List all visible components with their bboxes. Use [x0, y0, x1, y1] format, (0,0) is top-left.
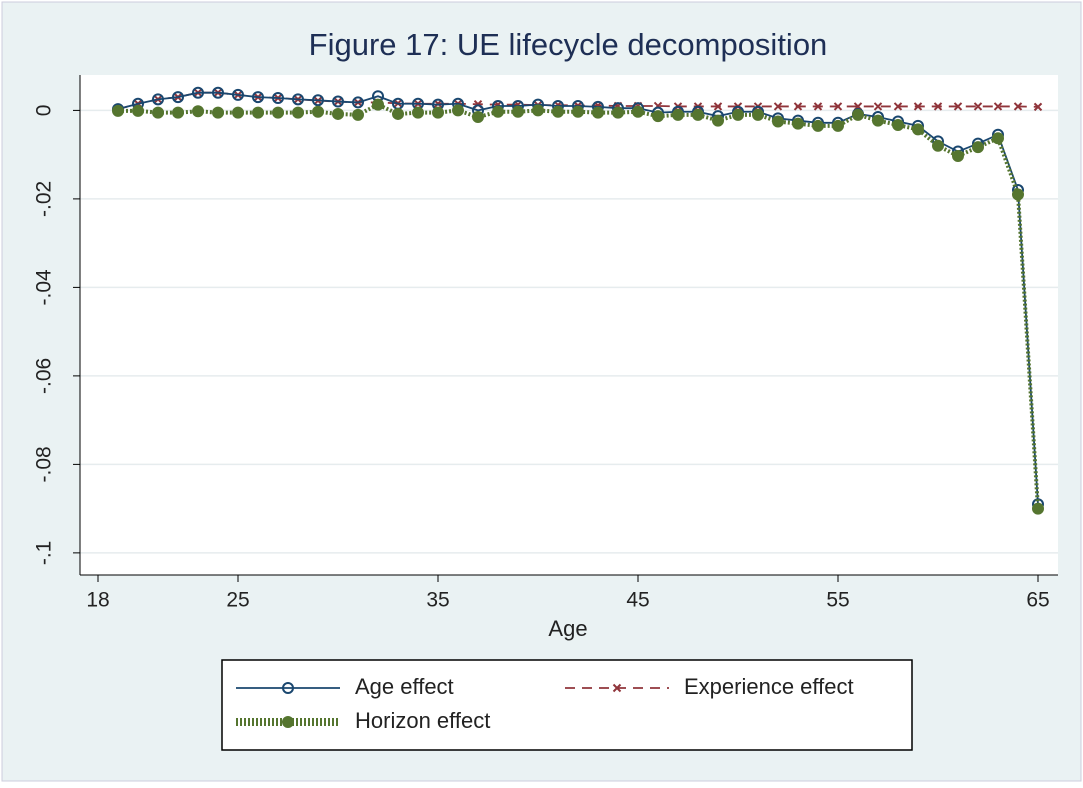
legend-marker: [612, 683, 622, 693]
marker: [132, 104, 144, 117]
marker: [512, 105, 524, 118]
marker: [893, 102, 903, 111]
marker: [772, 115, 784, 128]
x-tick-label: 35: [426, 589, 449, 612]
x-tick-label: 18: [86, 589, 109, 612]
marker: [152, 93, 164, 106]
marker: [832, 119, 844, 132]
legend-label: Age effect: [355, 674, 454, 699]
legend-marker: [282, 716, 294, 728]
marker: [852, 108, 864, 121]
y-tick-label: -.04: [33, 269, 56, 306]
y-tick-label: -.06: [33, 358, 56, 394]
marker: [592, 106, 604, 119]
marker: [993, 102, 1003, 111]
marker: [1013, 102, 1023, 111]
marker: [172, 91, 184, 104]
marker: [532, 104, 544, 117]
series-line: [118, 102, 1040, 509]
plot-region: [80, 75, 1058, 575]
y-tick-label: -.02: [33, 181, 56, 217]
marker: [792, 117, 804, 130]
legend-box: [221, 659, 913, 751]
marker: [552, 105, 564, 118]
y-tick-label: 0: [33, 105, 56, 117]
marker: [652, 110, 664, 123]
marker: [813, 102, 823, 111]
x-tick-label: 25: [226, 589, 249, 612]
marker: [973, 102, 983, 111]
marker: [932, 139, 944, 152]
marker: [272, 106, 284, 119]
marker: [752, 108, 764, 121]
x-tick-label: 55: [826, 589, 849, 612]
marker: [692, 108, 704, 121]
marker: [632, 105, 644, 118]
legend-label: Experience effect: [684, 674, 854, 699]
marker: [392, 107, 404, 120]
y-tick-label: -.1: [33, 541, 56, 566]
y-tick-label: -.08: [33, 446, 56, 482]
marker: [312, 94, 324, 107]
marker: [773, 102, 783, 111]
marker: [1012, 188, 1024, 201]
marker: [712, 114, 724, 127]
marker: [833, 102, 843, 111]
marker: [232, 106, 244, 119]
marker: [432, 106, 444, 119]
marker: [472, 111, 484, 124]
marker: [572, 105, 584, 118]
marker: [452, 104, 464, 117]
marker: [332, 95, 344, 108]
marker: [112, 104, 124, 117]
marker: [412, 106, 424, 119]
marker: [612, 106, 624, 119]
marker: [672, 108, 684, 121]
marker: [812, 119, 824, 132]
marker: [292, 93, 304, 106]
marker: [913, 102, 923, 111]
marker: [152, 106, 164, 119]
legend-label: Horizon effect: [355, 708, 490, 733]
marker: [952, 149, 964, 162]
marker: [1032, 502, 1044, 515]
marker: [933, 102, 943, 111]
marker: [892, 119, 904, 131]
marker: [212, 86, 224, 99]
legend-marker: [282, 682, 294, 694]
marker: [272, 92, 284, 105]
marker: [1033, 102, 1043, 112]
marker: [212, 106, 224, 119]
marker: [332, 107, 344, 120]
marker: [873, 102, 883, 111]
marker: [352, 96, 364, 109]
marker: [972, 141, 984, 154]
marker: [292, 106, 304, 119]
marker: [232, 88, 244, 101]
marker: [872, 114, 884, 127]
x-tick-label: 45: [626, 589, 649, 612]
marker: [912, 123, 924, 136]
marker: [192, 86, 204, 99]
marker: [992, 132, 1004, 145]
marker: [492, 105, 504, 118]
chart-title: Figure 17: UE lifecycle decomposition: [309, 27, 828, 62]
marker: [732, 108, 744, 121]
marker: [192, 105, 204, 118]
marker: [312, 105, 324, 118]
x-tick-label: 65: [1026, 589, 1049, 612]
marker: [252, 91, 264, 104]
marker: [713, 102, 723, 111]
marker: [252, 106, 264, 119]
marker: [352, 108, 364, 121]
marker: [172, 106, 184, 119]
x-axis-title: Age: [548, 616, 587, 641]
marker: [793, 102, 803, 111]
marker: [372, 98, 384, 111]
marker: [953, 102, 963, 111]
